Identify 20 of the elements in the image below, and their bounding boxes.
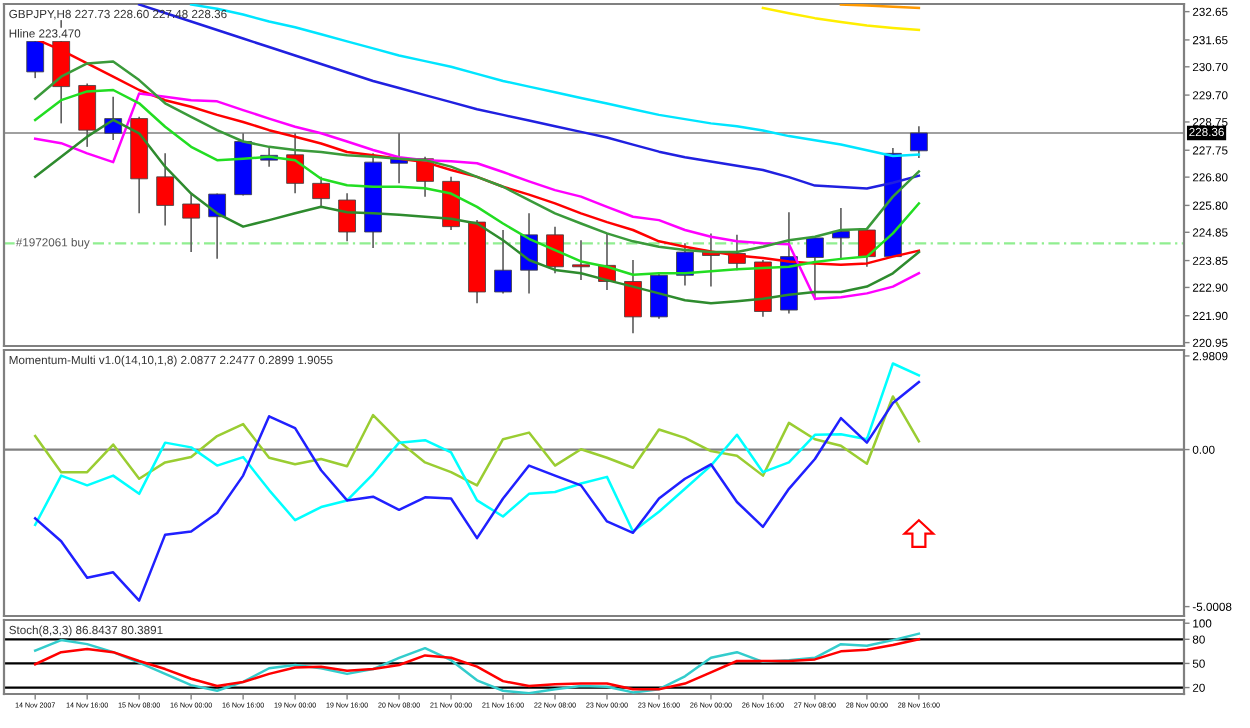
line-series [761, 6, 921, 32]
candlestick [338, 192, 356, 243]
line-series [33, 395, 921, 487]
candlestick [286, 132, 304, 195]
candlestick [312, 176, 330, 208]
candlestick [676, 242, 694, 287]
candlestick [910, 125, 928, 159]
candlestick [806, 235, 824, 302]
candlestick [26, 37, 45, 79]
candlestick [832, 207, 850, 261]
candlestick [182, 192, 200, 253]
candlestick [624, 259, 642, 335]
line-series [33, 380, 921, 602]
candlestick [494, 229, 512, 295]
candlestick [572, 239, 590, 281]
candlestick [78, 82, 97, 148]
line-series [189, 4, 921, 158]
candlestick [156, 152, 175, 227]
candlestick [208, 192, 226, 260]
candlestick [546, 225, 564, 275]
